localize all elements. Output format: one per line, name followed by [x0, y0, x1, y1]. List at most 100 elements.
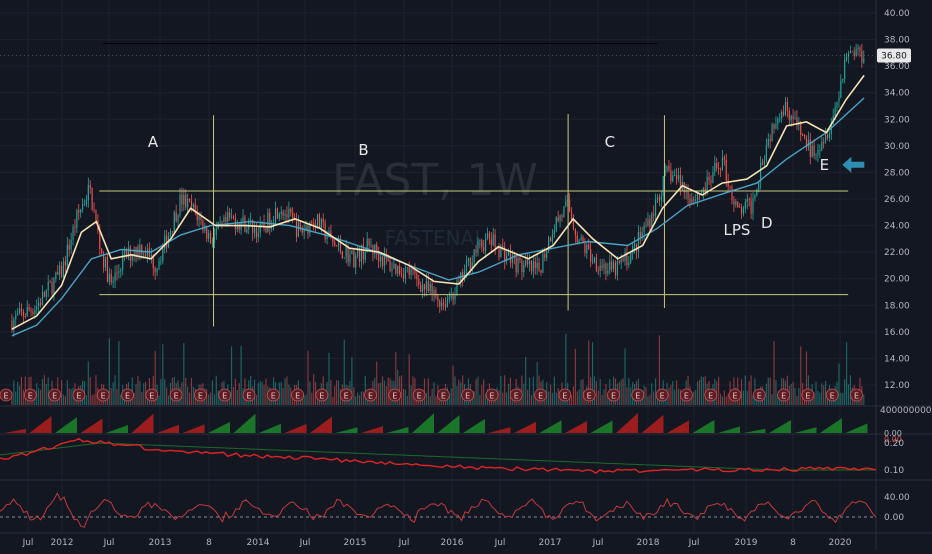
candle	[528, 260, 531, 265]
candle	[336, 245, 338, 247]
earnings-marker	[23, 388, 37, 402]
candle	[847, 52, 850, 57]
arrow-icon	[842, 156, 865, 173]
candle	[769, 139, 771, 141]
candle	[181, 194, 183, 205]
candle	[851, 51, 853, 53]
price-pane[interactable]	[0, 43, 876, 405]
candle	[219, 221, 221, 223]
volume-bar	[238, 383, 240, 405]
candle	[517, 257, 519, 273]
candle	[66, 244, 68, 266]
volume-bar	[693, 391, 695, 405]
candle	[425, 281, 427, 290]
volume-bar	[691, 393, 693, 405]
candle	[844, 59, 846, 79]
candle	[391, 268, 393, 272]
candle	[124, 250, 126, 255]
time-axis[interactable]: Jul 2012 Jul 2013 8 2014 Jul 2015 Jul 2016 Jul 2017…	[22, 538, 852, 548]
volume-bar	[697, 381, 699, 405]
candle	[727, 180, 729, 187]
annotation-label: LPS	[723, 221, 750, 239]
candle	[511, 255, 513, 263]
histogram-block	[463, 418, 485, 433]
candle	[175, 212, 177, 222]
volume-bar	[20, 376, 23, 405]
candle	[691, 199, 693, 205]
volume-bar	[582, 379, 584, 405]
candle	[311, 222, 313, 224]
volume-bar	[206, 388, 208, 405]
time-tick-label: 2018	[637, 538, 660, 548]
indicator-2-pane[interactable]: 0.000.000.20 0.10	[0, 429, 904, 476]
indicator-1-pane[interactable]: 400000000.00	[4, 406, 932, 433]
volume-bar	[435, 396, 437, 405]
candle	[578, 240, 580, 243]
volume-bar	[64, 396, 66, 405]
time-tick-label: Jul	[22, 538, 34, 548]
candle	[267, 212, 269, 232]
candle	[334, 242, 336, 246]
candle	[639, 232, 641, 238]
candle	[811, 145, 813, 157]
candle	[122, 254, 124, 270]
histogram-block	[437, 415, 460, 433]
volume-bar	[534, 392, 536, 405]
volume-bar	[792, 381, 794, 405]
volume-bar	[796, 395, 798, 405]
volume-bar	[85, 395, 87, 405]
candle	[108, 273, 110, 282]
volume-bar	[481, 385, 483, 405]
histogram-block	[106, 424, 128, 433]
volume-bar	[139, 380, 141, 405]
earnings-marker-label: E	[368, 392, 373, 401]
candle	[446, 299, 448, 308]
volume-bar	[406, 395, 408, 405]
candle	[584, 243, 586, 254]
earnings-marker-label: E	[635, 392, 640, 401]
candle	[800, 121, 802, 135]
time-tick-label: 2019	[735, 538, 758, 548]
candle	[825, 134, 827, 143]
candle	[765, 145, 767, 160]
volume-bar	[282, 388, 284, 405]
volume-bar	[190, 378, 193, 405]
candle	[779, 118, 781, 120]
volume-bar	[209, 392, 212, 405]
candle	[330, 231, 332, 236]
candle	[486, 233, 489, 238]
earnings-marker	[509, 388, 523, 402]
volume-bar	[280, 382, 282, 405]
candle	[351, 250, 353, 254]
candle	[821, 142, 823, 151]
candle	[656, 197, 659, 200]
candle	[349, 253, 351, 263]
indicator-3-pane[interactable]: 40.00 0.00	[0, 492, 910, 528]
candle	[580, 237, 582, 241]
candle	[630, 252, 632, 263]
volume-bar	[387, 377, 389, 405]
candle	[337, 242, 340, 247]
histogram-block	[259, 423, 281, 433]
candle	[418, 279, 420, 286]
candle	[38, 302, 40, 307]
candle	[859, 47, 861, 51]
volume-bar	[588, 340, 590, 405]
candle	[414, 269, 416, 274]
candle	[485, 237, 487, 251]
time-tick-label: 2016	[441, 538, 464, 548]
watermark-name: FASTENAL	[385, 226, 487, 250]
candle	[742, 208, 745, 214]
volume-bar	[43, 375, 45, 405]
earnings-marker-label: E	[611, 392, 616, 401]
price-axis[interactable]: 12.00 14.00 16.00 18.00 20.00 22.00 24.00 26.00…	[884, 9, 910, 391]
histogram-block	[55, 417, 77, 433]
candle	[146, 248, 149, 257]
candle	[196, 211, 198, 220]
volume-bar	[557, 387, 559, 405]
earnings-marker	[242, 388, 256, 402]
volume-bar	[454, 376, 456, 405]
candle	[383, 254, 385, 267]
candle	[828, 133, 830, 138]
